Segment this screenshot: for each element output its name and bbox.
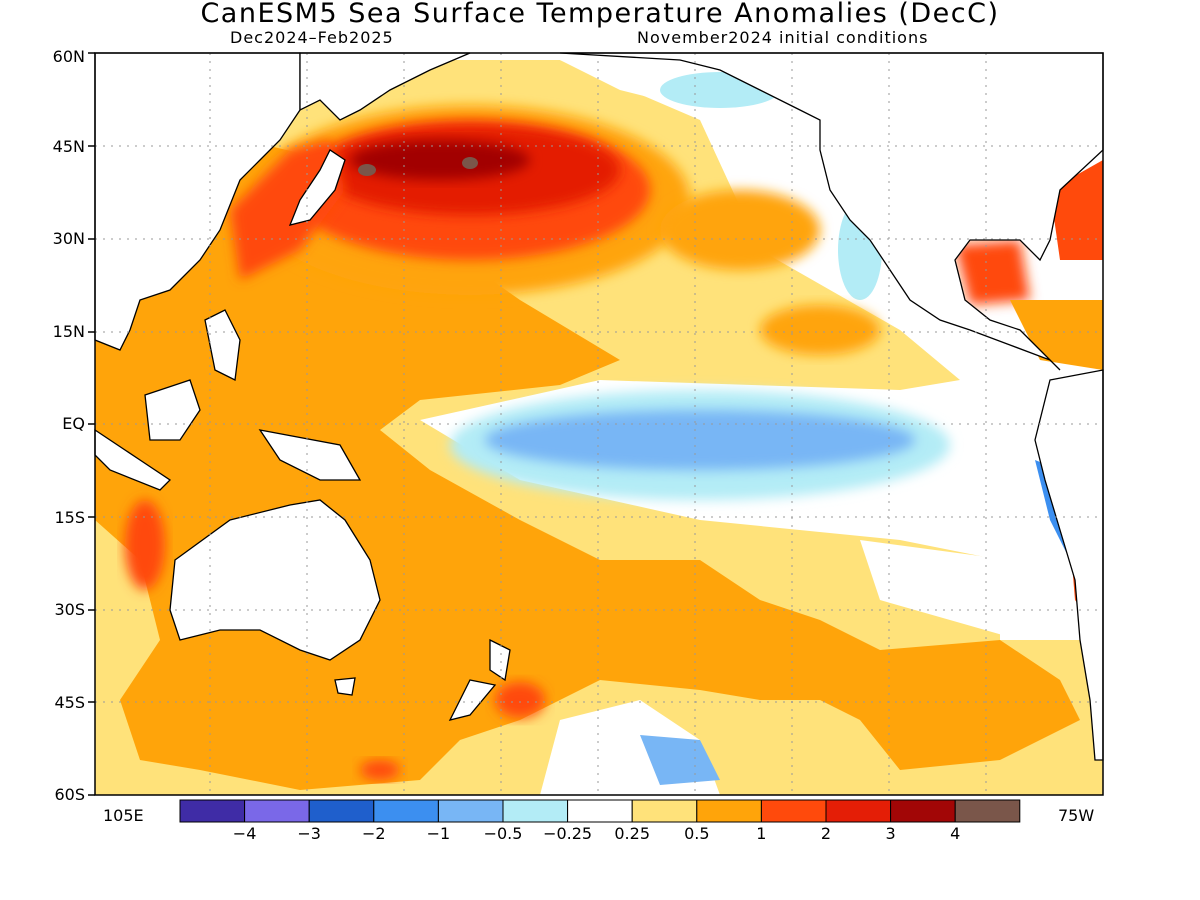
colorbar-label: −1 bbox=[426, 824, 451, 843]
colorbar-swatch bbox=[760, 799, 827, 823]
anomaly-max-west bbox=[358, 164, 376, 176]
anomaly-patch-subtropical-ne bbox=[660, 190, 820, 270]
axis-ticks bbox=[88, 52, 95, 796]
lat-label-45s: 45S bbox=[54, 693, 85, 712]
land-new-guinea bbox=[258, 429, 362, 481]
colorbar-swatch bbox=[437, 799, 504, 823]
colorbar-swatch bbox=[373, 799, 439, 823]
land-masses bbox=[94, 52, 1104, 761]
land-new-zealand-north bbox=[489, 638, 511, 682]
colorbar-swatch bbox=[890, 799, 956, 823]
land-australia bbox=[169, 499, 381, 661]
lat-label-eq: EQ bbox=[62, 414, 85, 433]
lat-label-60s: 60S bbox=[54, 785, 85, 804]
colorbar-label: −0.25 bbox=[543, 824, 593, 843]
anomaly-patch-south-indian bbox=[360, 760, 400, 780]
colorbar-label: −2 bbox=[362, 824, 386, 843]
colorbar-label: 0.5 bbox=[684, 824, 710, 843]
anomaly-blob-north-pacific-core bbox=[350, 140, 530, 180]
initial-conditions: November2024 initial conditions bbox=[637, 28, 929, 47]
lon-label-left: 105E bbox=[103, 806, 144, 825]
colorbar-swatch bbox=[308, 799, 375, 823]
anomaly-patch-tropical-ne bbox=[760, 305, 880, 355]
colorbar-label: 1 bbox=[756, 824, 767, 843]
forecast-period: Dec2024–Feb2025 bbox=[230, 28, 394, 47]
colorbar-label: 4 bbox=[950, 824, 961, 843]
lat-label-45n: 45N bbox=[52, 137, 85, 156]
colorbar-label: 3 bbox=[885, 824, 896, 843]
colorbar-swatch bbox=[954, 799, 1021, 823]
land-north-america bbox=[559, 52, 1104, 371]
anomaly-max-east bbox=[462, 157, 478, 169]
land-japan bbox=[288, 149, 346, 226]
anomaly-region-caribbean bbox=[1010, 300, 1103, 370]
lat-label-30n: 30N bbox=[52, 229, 85, 248]
colorbar-label: −0.5 bbox=[483, 824, 523, 843]
colorbar-swatch bbox=[567, 799, 633, 823]
anomaly-tongue-blue bbox=[485, 410, 915, 470]
land-borneo bbox=[144, 379, 201, 441]
anomaly-patch-west-australia bbox=[125, 500, 165, 590]
colorbar-label: 2 bbox=[820, 824, 832, 843]
colorbar-swatch bbox=[631, 799, 698, 823]
colorbar-swatch bbox=[825, 799, 892, 823]
colorbar-swatch bbox=[502, 799, 569, 823]
colorbar-label: 0.25 bbox=[614, 824, 650, 843]
land-new-zealand-south bbox=[448, 679, 497, 721]
colorbar-label: −4 bbox=[232, 824, 257, 843]
lon-label-right: 75W bbox=[1058, 806, 1095, 825]
land-tasmania bbox=[334, 677, 356, 696]
lat-label-15s: 15S bbox=[54, 508, 85, 527]
lat-label-30s: 30S bbox=[54, 600, 85, 619]
colorbar-label: −3 bbox=[297, 824, 321, 843]
land-kamchatka bbox=[299, 52, 471, 121]
land-philippines bbox=[204, 309, 241, 381]
colorbar-swatch bbox=[696, 799, 762, 823]
lat-label-60n: 60N bbox=[52, 47, 85, 66]
colorbar-swatch bbox=[244, 799, 310, 823]
graticule bbox=[95, 53, 1103, 795]
anomaly-patch-se-neutral bbox=[860, 540, 1020, 640]
anomaly-patch-south-cool bbox=[640, 735, 720, 785]
lat-label-15n: 15N bbox=[52, 322, 85, 341]
anomaly-region-gulf-of-mexico bbox=[955, 240, 1030, 305]
anomaly-patch-tasman bbox=[495, 682, 545, 718]
chart-title: CanESM5 Sea Surface Temperature Anomalie… bbox=[200, 0, 1000, 29]
colorbar-swatch bbox=[179, 799, 246, 823]
colorbar bbox=[179, 799, 1021, 823]
